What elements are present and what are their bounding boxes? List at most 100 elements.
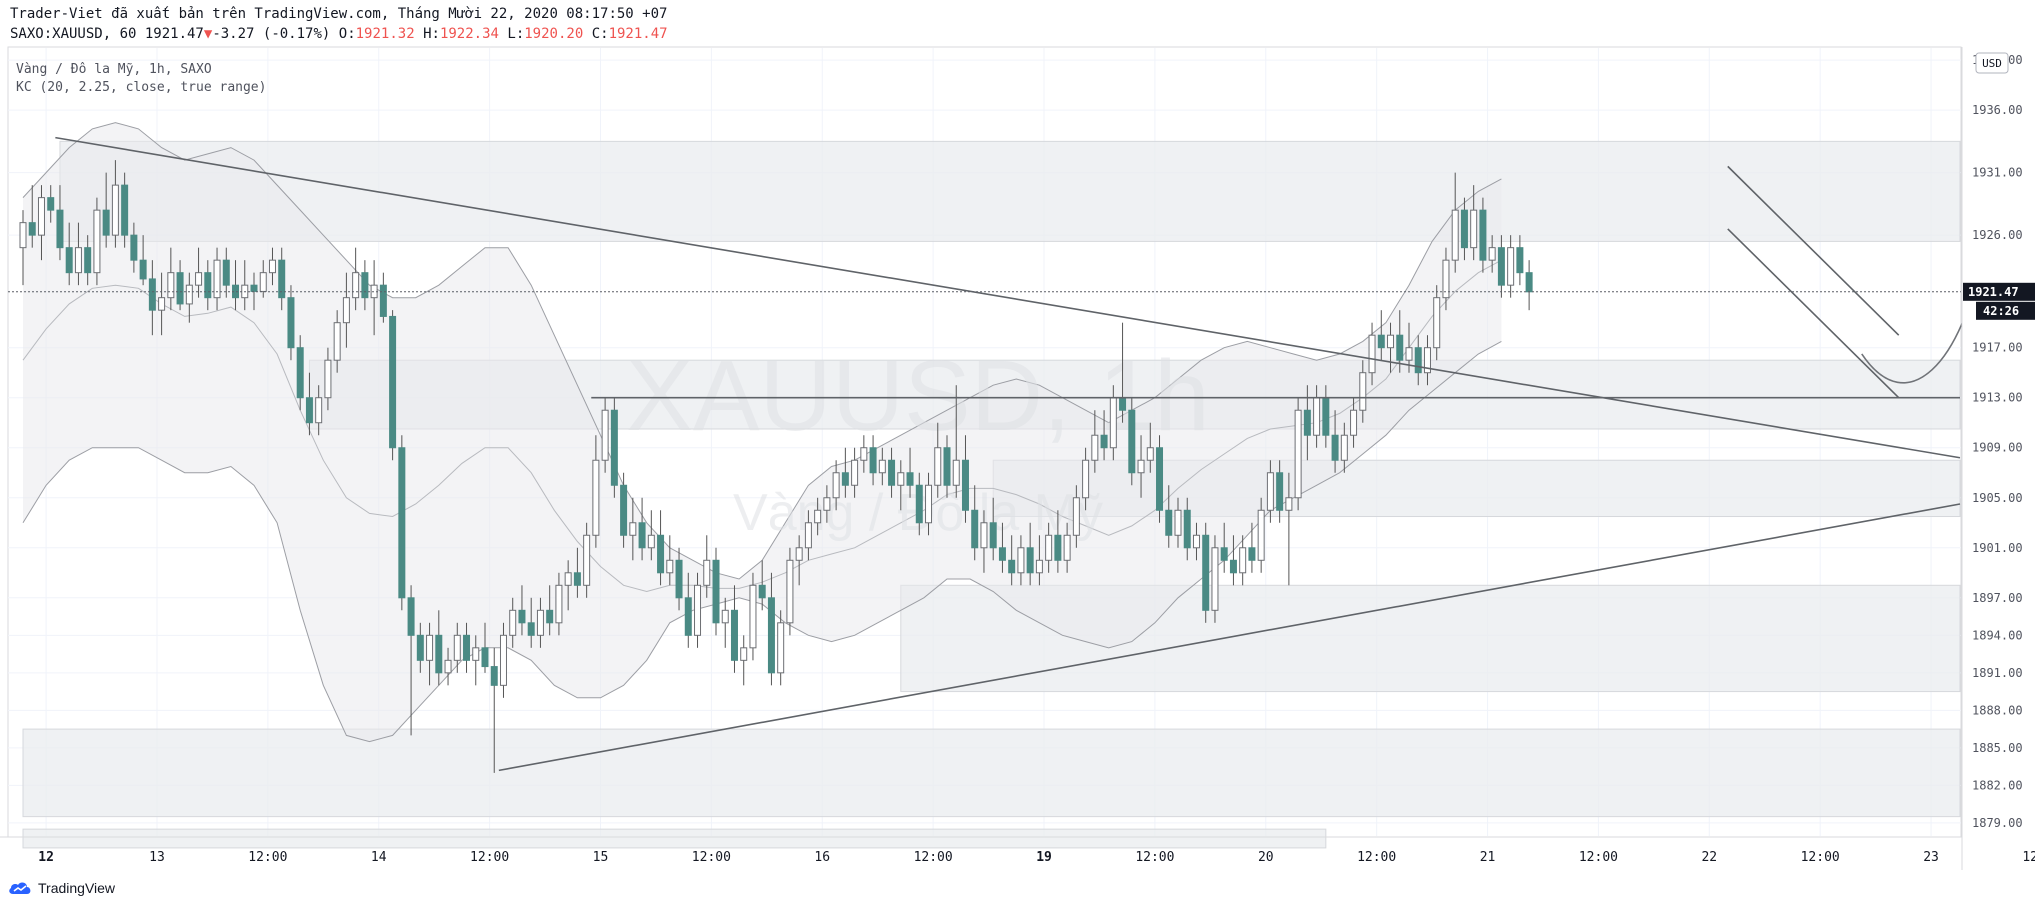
candle — [851, 447, 859, 498]
candle-body — [777, 622, 785, 674]
candle-body — [84, 247, 92, 274]
candle — [1146, 422, 1154, 473]
candle — [74, 222, 82, 286]
candle-body — [601, 409, 609, 461]
candle-body — [1507, 247, 1515, 286]
candle-body — [352, 272, 360, 299]
time-tick-label: 12:00 — [1801, 850, 1840, 865]
candle-body — [1340, 434, 1348, 461]
candle — [666, 535, 674, 586]
candle — [934, 422, 942, 498]
price-tick-label: 1913.00 — [1972, 391, 2023, 405]
candle-body — [583, 534, 591, 586]
high-label: H: — [423, 26, 440, 42]
candle-body — [398, 447, 406, 599]
candle — [712, 547, 720, 636]
candle-body — [158, 297, 166, 311]
candle-body — [851, 459, 859, 486]
candle-body — [527, 622, 535, 636]
candle — [749, 572, 757, 661]
candle-body — [1497, 247, 1505, 286]
time-tick-label: 12:00 — [2022, 850, 2035, 865]
candle — [1202, 522, 1210, 623]
candle-body — [1470, 209, 1478, 249]
candle-body — [1377, 334, 1385, 349]
price-tick-label: 1885.00 — [1972, 741, 2023, 755]
candle — [1026, 522, 1034, 586]
candle — [1128, 397, 1136, 486]
tradingview-logo[interactable]: TradingView — [8, 880, 115, 896]
candle — [47, 185, 55, 223]
time-tick-label: 19 — [1036, 850, 1052, 865]
candle-body — [490, 666, 498, 686]
candle-body — [675, 559, 683, 599]
candle — [19, 210, 27, 286]
time-tick-label: 12:00 — [470, 850, 509, 865]
price-axis[interactable]: 1940.001936.001931.001926.001917.001913.… — [1972, 53, 2023, 830]
candle-body — [666, 559, 674, 574]
candle-body — [1156, 447, 1164, 511]
last-price-label: 1921.47 — [1968, 285, 2019, 299]
price-chart[interactable]: XAUUSD, 1h Vàng / Đô la Mỹ 1940.001936.0… — [0, 0, 2035, 870]
candle-body — [703, 559, 711, 586]
symbol-price: SAXO:XAUUSD, 60 1921.47 — [10, 26, 204, 42]
candle-body — [555, 584, 563, 624]
candle — [814, 497, 822, 536]
candle — [1137, 435, 1145, 498]
candle-body — [121, 184, 129, 236]
candle-body — [1165, 509, 1173, 536]
time-tick-label: 16 — [814, 850, 830, 865]
candle-body — [472, 647, 480, 661]
candle — [1525, 260, 1533, 311]
price-tick-label: 1909.00 — [1972, 441, 2023, 455]
candle-body — [897, 472, 905, 486]
candle — [305, 372, 313, 436]
candle-body — [980, 522, 988, 549]
candle — [1220, 522, 1228, 573]
candle — [499, 622, 507, 698]
trend-line — [498, 503, 1961, 772]
candle — [1423, 335, 1431, 386]
candle — [758, 560, 766, 611]
currency-label: USD — [1982, 57, 2002, 70]
candle — [453, 622, 461, 673]
candle — [638, 497, 646, 561]
candle — [296, 335, 304, 411]
candle-body — [1220, 547, 1228, 561]
candle-body — [952, 459, 960, 486]
trend-line — [55, 136, 1961, 459]
close-value: 1921.47 — [608, 26, 668, 42]
candle — [65, 222, 73, 286]
candle-body — [1414, 347, 1422, 374]
price-tick-label: 1905.00 — [1972, 491, 2023, 505]
candle — [1488, 235, 1496, 273]
time-tick-label: 12:00 — [692, 850, 731, 865]
candle-body — [869, 447, 877, 474]
candle-body — [130, 234, 138, 261]
candle-body — [287, 297, 295, 349]
candle — [37, 185, 45, 261]
open-value: 1921.32 — [355, 26, 415, 42]
candle-body — [888, 459, 896, 486]
candle-body — [250, 284, 258, 292]
candle — [407, 585, 415, 736]
candle-body — [1174, 509, 1182, 536]
candle — [915, 472, 923, 536]
candle-body — [1128, 409, 1136, 474]
candle-body — [814, 509, 822, 524]
candle-body — [1026, 547, 1034, 574]
candle-body — [1229, 559, 1237, 574]
candle — [804, 510, 812, 561]
low-value: 1920.20 — [524, 26, 584, 42]
candle-body — [786, 559, 794, 624]
candle — [1072, 485, 1080, 548]
candle-body — [389, 315, 397, 449]
time-tick-label: 14 — [371, 850, 387, 865]
candle — [1082, 447, 1090, 511]
time-axis[interactable]: 12 13 12:00 14 12:00 15 12:00 16 12:00 19 12:00 20 1… — [38, 850, 2035, 865]
candle — [1239, 535, 1247, 586]
candle-body — [1368, 334, 1376, 374]
candle — [888, 447, 896, 498]
candle — [610, 397, 618, 498]
candle-body — [971, 509, 979, 549]
